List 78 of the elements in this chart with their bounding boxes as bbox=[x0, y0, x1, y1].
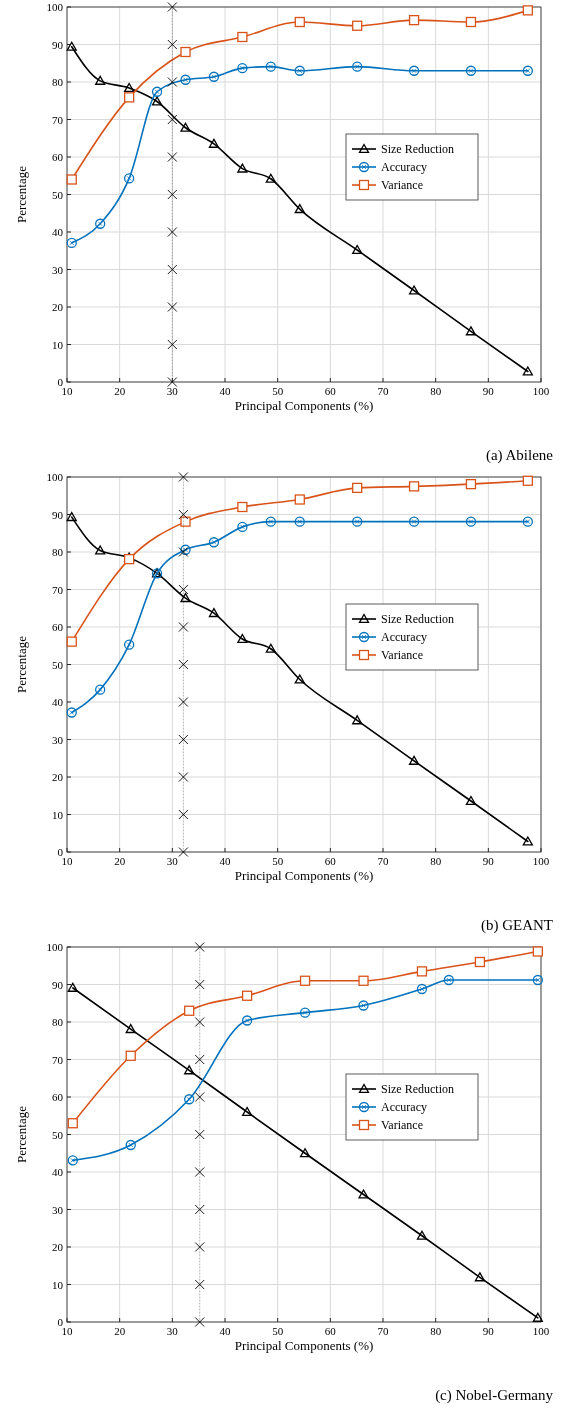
x-tick-label: 90 bbox=[482, 1325, 495, 1337]
y-tick-label: 40 bbox=[52, 1166, 64, 1178]
legend-label: Size Reduction bbox=[381, 1082, 454, 1096]
x-tick-label: 30 bbox=[166, 1325, 179, 1337]
y-tick-label: 90 bbox=[52, 978, 64, 991]
x-tick-label: 80 bbox=[430, 385, 442, 397]
y-tick-label: 20 bbox=[52, 1241, 64, 1253]
legend-label: Accuracy bbox=[381, 1100, 427, 1114]
x-tick-label: 90 bbox=[482, 855, 495, 867]
x-tick-label: 20 bbox=[114, 385, 126, 397]
y-tick-label: 70 bbox=[52, 1053, 64, 1066]
x-axis-title: Principal Components (%) bbox=[234, 1338, 374, 1353]
legend-label: Variance bbox=[381, 178, 423, 192]
y-tick-label: 60 bbox=[52, 1091, 64, 1103]
y-axis-title: Percentage bbox=[14, 635, 29, 694]
x-tick-label: 70 bbox=[377, 855, 389, 867]
x-tick-label: 70 bbox=[377, 1325, 389, 1337]
x-tick-label: 30 bbox=[166, 385, 179, 397]
y-tick-label: 20 bbox=[52, 771, 64, 783]
y-tick-label: 80 bbox=[52, 76, 64, 88]
y-tick-label: 50 bbox=[52, 188, 64, 201]
x-tick-label: 30 bbox=[166, 855, 179, 867]
text: (a) Abilene bbox=[485, 447, 554, 464]
y-tick-label: 80 bbox=[52, 1016, 64, 1028]
x-tick-label: 50 bbox=[272, 1325, 284, 1337]
x-tick-label: 60 bbox=[324, 855, 337, 867]
y-tick-label: 10 bbox=[52, 338, 64, 351]
x-tick-label: 20 bbox=[114, 855, 126, 867]
x-tick-label: 80 bbox=[430, 855, 442, 867]
y-tick-label: 30 bbox=[52, 1203, 64, 1216]
legend-label: Size Reduction bbox=[381, 142, 454, 156]
legend-label: Accuracy bbox=[381, 160, 427, 174]
legend-label: Variance bbox=[381, 1118, 423, 1132]
x-tick-label: 100 bbox=[532, 855, 550, 867]
y-tick-label: 90 bbox=[52, 508, 64, 521]
y-tick-label: 100 bbox=[46, 941, 64, 953]
x-tick-label: 40 bbox=[219, 385, 231, 397]
x-axis-title: Principal Components (%) bbox=[234, 868, 374, 883]
x-tick-label: 70 bbox=[377, 385, 389, 397]
y-tick-label: 80 bbox=[52, 546, 64, 558]
x-axis-title: Principal Components (%) bbox=[234, 398, 374, 413]
y-tick-label: 70 bbox=[52, 113, 64, 126]
legend-label: Size Reduction bbox=[381, 612, 454, 626]
legend-label: Variance bbox=[381, 648, 423, 662]
y-tick-label: 10 bbox=[52, 808, 64, 821]
y-tick-label: 50 bbox=[52, 1128, 64, 1141]
y-tick-label: 30 bbox=[52, 733, 64, 746]
y-tick-label: 30 bbox=[52, 263, 64, 276]
y-tick-label: 90 bbox=[52, 38, 64, 51]
x-tick-label: 90 bbox=[482, 385, 495, 397]
x-tick-label: 50 bbox=[272, 855, 284, 867]
x-tick-label: 80 bbox=[430, 1325, 442, 1337]
y-tick-label: 20 bbox=[52, 301, 64, 313]
y-tick-label: 60 bbox=[52, 151, 64, 163]
x-tick-label: 100 bbox=[532, 1325, 550, 1337]
x-tick-label: 40 bbox=[219, 855, 231, 867]
x-tick-label: 60 bbox=[324, 385, 337, 397]
y-tick-label: 0 bbox=[57, 376, 64, 388]
text: (c) Nobel-Germany bbox=[435, 1387, 554, 1404]
x-tick-label: 20 bbox=[114, 1325, 126, 1337]
y-tick-label: 70 bbox=[52, 583, 64, 596]
legend-label: Accuracy bbox=[381, 630, 427, 644]
y-tick-label: 50 bbox=[52, 658, 64, 671]
text: (b) GEANT bbox=[480, 917, 553, 934]
y-tick-label: 100 bbox=[46, 1, 64, 13]
x-tick-label: 100 bbox=[532, 385, 550, 397]
y-tick-label: 10 bbox=[52, 1278, 64, 1291]
y-axis-title: Percentage bbox=[14, 165, 29, 224]
y-tick-label: 40 bbox=[52, 696, 64, 708]
y-axis-title: Percentage bbox=[14, 1105, 29, 1164]
y-tick-label: 0 bbox=[57, 1316, 64, 1328]
y-tick-label: 60 bbox=[52, 621, 64, 633]
x-tick-label: 50 bbox=[272, 385, 284, 397]
y-tick-label: 40 bbox=[52, 226, 64, 238]
y-tick-label: 0 bbox=[57, 846, 64, 858]
x-tick-label: 40 bbox=[219, 1325, 231, 1337]
x-tick-label: 60 bbox=[324, 1325, 337, 1337]
y-tick-label: 100 bbox=[46, 471, 64, 483]
